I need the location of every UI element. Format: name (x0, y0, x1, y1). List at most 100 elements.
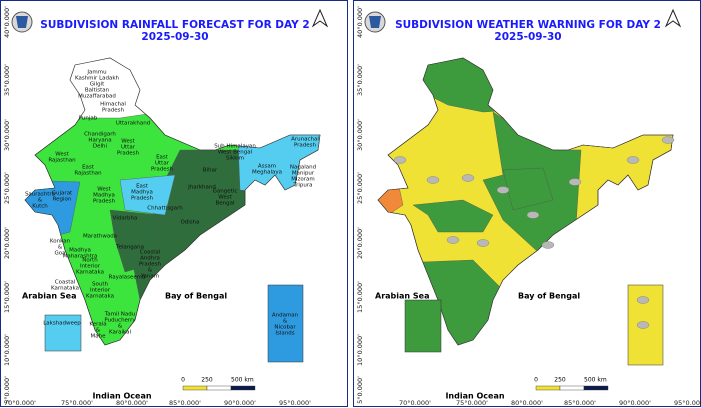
subdivision (502, 167, 554, 211)
region-label: Mizoram (291, 177, 315, 183)
region-label: Madhya (93, 193, 115, 199)
region-label: Meghalaya (252, 170, 282, 176)
region-label: Jammu (86, 70, 106, 76)
scale-segment (206, 385, 232, 391)
region-label: Karnataka (86, 294, 114, 300)
lon-label: 90°0.000' (224, 399, 256, 407)
region-label: Muzaffarabad (78, 94, 116, 100)
lat-label: 15°0.000' (3, 281, 11, 313)
region-label: Kutch (32, 204, 48, 210)
region-label: & (96, 328, 101, 334)
region-label: Uttar (155, 161, 170, 167)
lon-label: 85°0.000' (169, 399, 201, 407)
warning-icon (496, 186, 510, 194)
emblem-crest (369, 16, 381, 28)
warning-icon (526, 211, 540, 219)
lat-label: 40°0.000' (3, 6, 11, 38)
region-label: Vidarbha (113, 216, 138, 222)
region-label: Pradesh (117, 151, 140, 157)
scale-label: 0 (534, 377, 538, 384)
region-label: Kerala (89, 322, 106, 328)
region-label: Konkan (50, 239, 71, 245)
lakshadweep-box (404, 299, 442, 353)
region-label: Rajasthan (48, 158, 76, 164)
subdivision (119, 174, 176, 216)
region-label: Pradesh (131, 196, 154, 202)
region-label: Telangana (115, 245, 144, 251)
scale-segment (583, 385, 609, 391)
region-label: Odisha (180, 220, 199, 226)
region-label: Yanam (140, 274, 159, 280)
region-label: Pradesh (93, 199, 116, 205)
region-label: Goa (55, 251, 66, 257)
region-label: Jharkhand (187, 185, 216, 191)
sea-label: Indian Ocean (445, 392, 504, 401)
region-label: Haryana (88, 138, 111, 144)
warning-icon (426, 176, 440, 184)
region-label: Mahe (91, 334, 107, 340)
subdivision (109, 209, 161, 273)
region-label: & (38, 198, 43, 204)
india-border (377, 57, 674, 346)
map-date: 2025-09-30 (494, 31, 561, 43)
warning-icon (568, 178, 582, 186)
region-label: Himachal (100, 102, 126, 108)
region-label: Interior (80, 264, 101, 270)
lat-label: 35°0.000' (356, 64, 364, 96)
region-label: Rayalaseema (109, 275, 146, 281)
region-label: Puducherry (104, 318, 136, 324)
region-label: Kashmir Ladakh (75, 76, 120, 82)
region-label: Chandigarh (84, 132, 116, 138)
region-label: Lakshadweep (43, 321, 81, 327)
lon-label: 95°0.000' (279, 399, 311, 407)
subdivision (412, 199, 494, 233)
region-label: Madhya (131, 190, 153, 196)
map-panel: SUBDIVISION RAINFALL FORECAST FOR DAY 2 2… (0, 0, 348, 407)
region-label: South (92, 282, 108, 288)
warning-icon (626, 156, 640, 164)
lat-label: 20°0.000' (356, 227, 364, 259)
region-label: Gujarat (52, 191, 73, 197)
region-label: Punjab (79, 116, 98, 122)
region-label: Saurashtra (25, 192, 55, 198)
warning-icon (476, 239, 490, 247)
lon-label: 95°0.000' (674, 399, 701, 407)
region-label: Madhya (69, 248, 91, 254)
lon-label: 90°0.000' (619, 399, 651, 407)
lon-label: 70°0.000' (399, 399, 431, 407)
region-label: Interior (90, 288, 111, 294)
region-label: Pradesh (139, 262, 162, 268)
lat-label: 30°0.000' (3, 119, 11, 151)
lat-label: 35°0.000' (3, 64, 11, 96)
lon-label: 70°0.000' (4, 399, 36, 407)
region-label: Sub Himalayan (214, 144, 256, 150)
region-label: Arunachal (291, 137, 319, 143)
map-title: SUBDIVISION RAINFALL FORECAST FOR DAY 2 (40, 19, 309, 31)
lakshadweep-box (44, 314, 82, 352)
sea-label: Indian Ocean (92, 392, 151, 401)
map-panel: SUBDIVISION WEATHER WARNING FOR DAY 2202… (353, 0, 701, 407)
scale-label: 0 (181, 377, 185, 384)
region-label: & (58, 245, 63, 251)
lat-label: 25°0.000' (356, 172, 364, 204)
region-label: Maharashtra (63, 254, 98, 260)
region-label: Uttar (121, 145, 136, 151)
lat-label: 10°0.000' (356, 334, 364, 366)
map-body (377, 57, 674, 346)
region-label: East (82, 165, 95, 171)
scale-label: 500 km (584, 377, 607, 384)
region-label: West Bengal (218, 150, 253, 156)
lon-label: 75°0.000' (61, 399, 93, 407)
region-label: Uttarakhand (116, 121, 150, 127)
region-label: Chhattisgarh (147, 206, 183, 212)
region-label: West (55, 152, 69, 158)
region-label: Manipur (292, 171, 315, 177)
region-label: Rajasthan (74, 171, 102, 177)
region-label: Tripura (293, 183, 313, 189)
lat-label: 25°0.000' (3, 172, 11, 204)
scale-segment (535, 385, 561, 391)
north-arrow (311, 8, 329, 28)
lat-label: 10°0.000' (3, 334, 11, 366)
scale-label: 250 (201, 377, 213, 384)
